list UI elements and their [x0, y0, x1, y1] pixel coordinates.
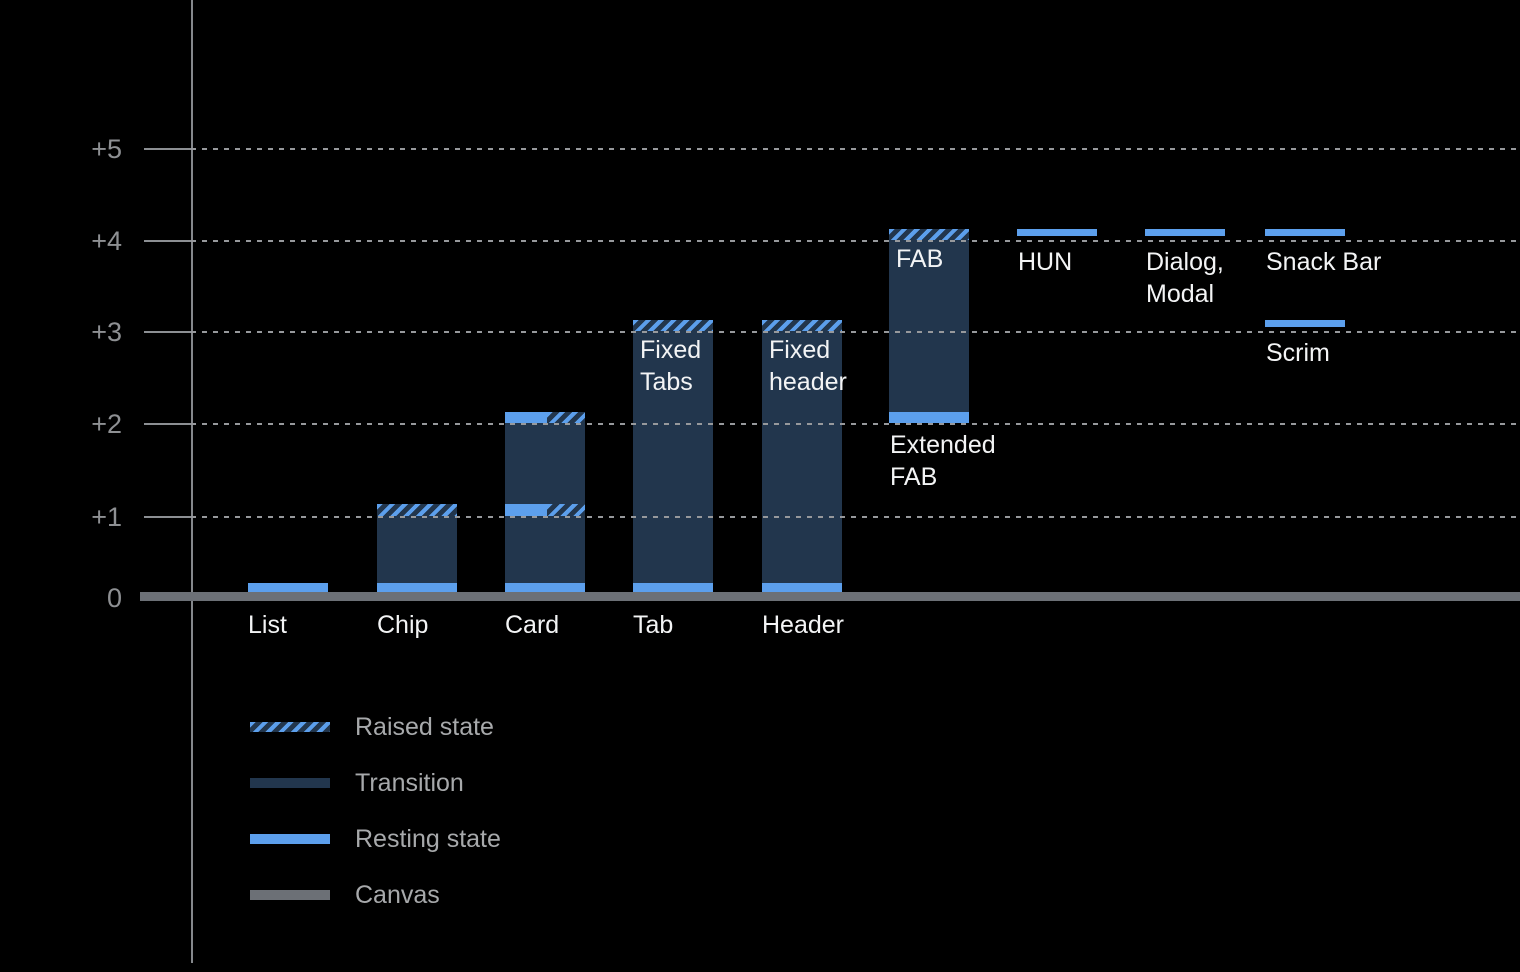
legend-item-dark: Transition — [250, 767, 464, 799]
bar-segment-light-fab — [889, 411, 969, 423]
below-label-scrim: Scrim — [1266, 337, 1330, 369]
y-tick-line — [144, 331, 192, 333]
bar-segment-light-scrim — [1265, 320, 1345, 328]
axis-label-list-line: List — [248, 611, 287, 639]
legend-swatch-dark — [250, 778, 330, 788]
legend-swatch-light — [250, 834, 330, 844]
legend-label-dark: Transition — [355, 768, 464, 797]
y-tick-line — [144, 423, 192, 425]
below-label-dialog-modal: Dialog, Modal — [1146, 246, 1224, 310]
bar-segment-dark-tab — [633, 331, 713, 584]
y-tick-label: +5 — [91, 134, 122, 164]
y-tick-label: +2 — [91, 409, 122, 439]
axis-label-card: Card — [505, 609, 559, 641]
canvas-baseline — [140, 592, 1520, 601]
axis-label-tab: Tab — [633, 609, 673, 641]
bar-segment-light-header — [762, 583, 842, 593]
gridline — [191, 331, 1520, 333]
inside-label-header: Fixed header — [769, 334, 847, 398]
gridline — [191, 240, 1520, 242]
below-label-scrim-line: Scrim — [1266, 339, 1330, 367]
bar-segment-hatch-fab — [889, 228, 969, 240]
below-label-dialog-modal-line: Modal — [1146, 280, 1215, 308]
y-tick-line — [144, 516, 192, 518]
below-label-snack-bar: Snack Bar — [1266, 246, 1381, 278]
legend-item-hatch: Raised state — [250, 711, 494, 743]
below-label-hun: HUN — [1018, 246, 1072, 278]
below-label-snack-bar-line: Snack Bar — [1266, 248, 1382, 276]
below-label-fab-line: FAB — [890, 463, 938, 491]
bar-segment-light-snack-bar — [1265, 228, 1345, 237]
below-label-dialog-modal-line: Dialog, — [1146, 248, 1224, 276]
y-tick-line — [144, 240, 192, 242]
bar-segment-hatch-header — [762, 320, 842, 331]
inside-label-tab-line: Fixed — [640, 336, 702, 364]
bar-segment-light-hun — [1017, 228, 1097, 237]
below-label-hun-line: HUN — [1018, 248, 1073, 276]
bar-segment-hatch-tab — [633, 320, 713, 331]
inside-label-header-line: header — [769, 368, 847, 396]
legend-swatch-canvas — [250, 890, 330, 900]
bar-segment-dark-fab — [889, 240, 969, 412]
resting-part — [505, 503, 547, 516]
bar-segment-split-card — [505, 503, 585, 516]
bar-segment-split-card — [505, 411, 585, 423]
y-axis-line — [191, 0, 193, 963]
bar-segment-light-tab — [633, 583, 713, 593]
y-tick-label: 0 — [106, 583, 122, 613]
bar-segment-dark-card — [505, 516, 585, 584]
bar-segment-light-dialog-modal — [1145, 228, 1225, 237]
legend-label-canvas: Canvas — [355, 880, 440, 909]
inside-label-tab-line: Tabs — [640, 368, 693, 396]
inside-label-fab: FAB — [896, 243, 943, 275]
axis-label-header: Header — [762, 609, 844, 641]
axis-label-list: List — [248, 609, 287, 641]
inside-label-header-line: Fixed — [769, 336, 831, 364]
inside-label-tab: Fixed Tabs — [640, 334, 701, 398]
y-tick-line — [144, 148, 192, 150]
legend-swatch-hatch — [250, 722, 330, 732]
bar-segment-light-chip — [377, 583, 457, 593]
axis-label-chip-line: Chip — [377, 611, 429, 639]
legend-label-light: Resting state — [355, 824, 501, 853]
legend-label-hatch: Raised state — [355, 712, 494, 741]
bar-segment-light-list — [248, 583, 328, 593]
bar-segment-light-card — [505, 583, 585, 593]
y-tick-label: +3 — [91, 317, 122, 347]
axis-label-header-line: Header — [762, 611, 844, 639]
gridline — [191, 516, 1520, 518]
legend-item-light: Resting state — [250, 823, 501, 855]
axis-label-card-line: Card — [505, 611, 560, 639]
gridline — [191, 148, 1520, 150]
y-tick-label: +1 — [91, 502, 122, 532]
gridline — [191, 423, 1520, 425]
inside-label-fab-line: FAB — [896, 245, 944, 273]
raised-part — [546, 411, 585, 423]
bar-segment-dark-header — [762, 331, 842, 584]
y-tick-label: +4 — [91, 226, 122, 256]
below-label-fab: Extended FAB — [890, 429, 996, 493]
axis-label-tab-line: Tab — [633, 611, 674, 639]
raised-part — [546, 503, 585, 516]
axis-label-chip: Chip — [377, 609, 428, 641]
bar-segment-dark-chip — [377, 516, 457, 584]
below-label-fab-line: Extended — [890, 431, 996, 459]
bar-segment-hatch-chip — [377, 503, 457, 516]
resting-part — [505, 411, 547, 423]
bar-segment-dark-card — [505, 423, 585, 504]
legend-item-canvas: Canvas — [250, 879, 440, 911]
